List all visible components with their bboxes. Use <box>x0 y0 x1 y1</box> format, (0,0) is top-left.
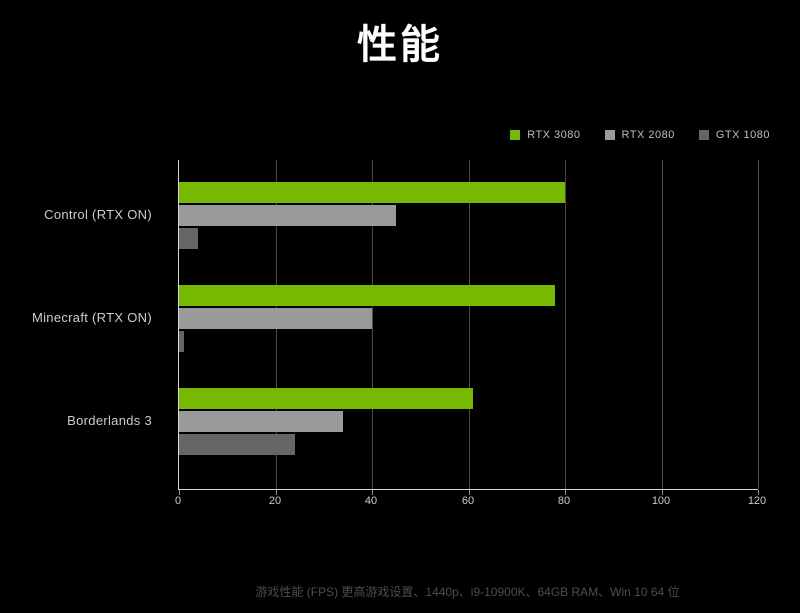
legend-item-rtx-3080: RTX 3080 <box>510 129 580 141</box>
legend-label: RTX 2080 <box>621 129 675 141</box>
gridline-80 <box>565 160 566 489</box>
legend-swatch <box>698 130 709 140</box>
legend-label: GTX 1080 <box>715 129 770 141</box>
bar-rtx-3080-2 <box>179 388 474 409</box>
bar-rtx-2080-2 <box>179 411 344 432</box>
gridline-40 <box>372 160 373 489</box>
gridline-100 <box>662 160 663 489</box>
x-tick-label-80: 80 <box>557 495 571 507</box>
bar-rtx-2080-1 <box>179 308 372 329</box>
x-tick-label-40: 40 <box>364 495 378 507</box>
category-label-0: Control (RTX ON) <box>44 207 152 222</box>
bar-gtx-1080-0 <box>179 228 199 249</box>
axis-tick-40 <box>372 490 373 495</box>
axis-tick-0 <box>179 490 180 495</box>
axis-tick-80 <box>565 490 566 495</box>
x-tick-label-0: 0 <box>174 495 182 507</box>
page-title: 性能 <box>357 23 443 67</box>
bar-rtx-3080-1 <box>179 285 556 306</box>
legend-swatch <box>604 130 615 140</box>
bar-group-1 <box>179 285 758 352</box>
legend-swatch <box>510 130 521 140</box>
bar-group-0 <box>179 182 758 249</box>
legend-label: RTX 3080 <box>527 129 581 141</box>
axis-tick-60 <box>469 490 470 495</box>
bar-chart-plot-area <box>178 160 759 495</box>
gridline-60 <box>469 160 470 489</box>
axis-tick-120 <box>758 490 759 495</box>
legend: RTX 3080 RTX 2080 GTX 1080 <box>178 129 770 141</box>
category-label-1: Minecraft (RTX ON) <box>31 310 152 325</box>
x-tick-label-60: 60 <box>461 495 475 507</box>
bar-group-2 <box>179 388 758 455</box>
footnote: 游戏性能 (FPS) 更高游戏设置、1440p、i9-10900K、64GB R… <box>255 585 680 599</box>
bar-rtx-2080-0 <box>179 205 397 226</box>
category-label-2: Borderlands 3 <box>67 413 152 428</box>
axis-tick-100 <box>662 490 663 495</box>
gridline-120 <box>758 160 759 489</box>
axis-tick-20 <box>276 490 277 495</box>
x-tick-label-100: 100 <box>651 495 671 507</box>
legend-item-gtx-1080: GTX 1080 <box>698 129 770 141</box>
bar-gtx-1080-1 <box>179 331 184 352</box>
x-tick-label-20: 20 <box>268 495 282 507</box>
legend-item-rtx-2080: RTX 2080 <box>604 129 675 141</box>
bar-rtx-3080-0 <box>179 182 565 203</box>
x-tick-label-120: 120 <box>747 495 767 507</box>
bar-gtx-1080-2 <box>179 434 295 455</box>
